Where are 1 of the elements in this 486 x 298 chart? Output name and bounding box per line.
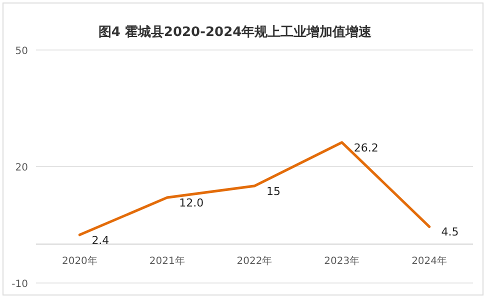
title: 图4 霍城县2020-2024年规上工业增加值增速	[98, 25, 372, 40]
